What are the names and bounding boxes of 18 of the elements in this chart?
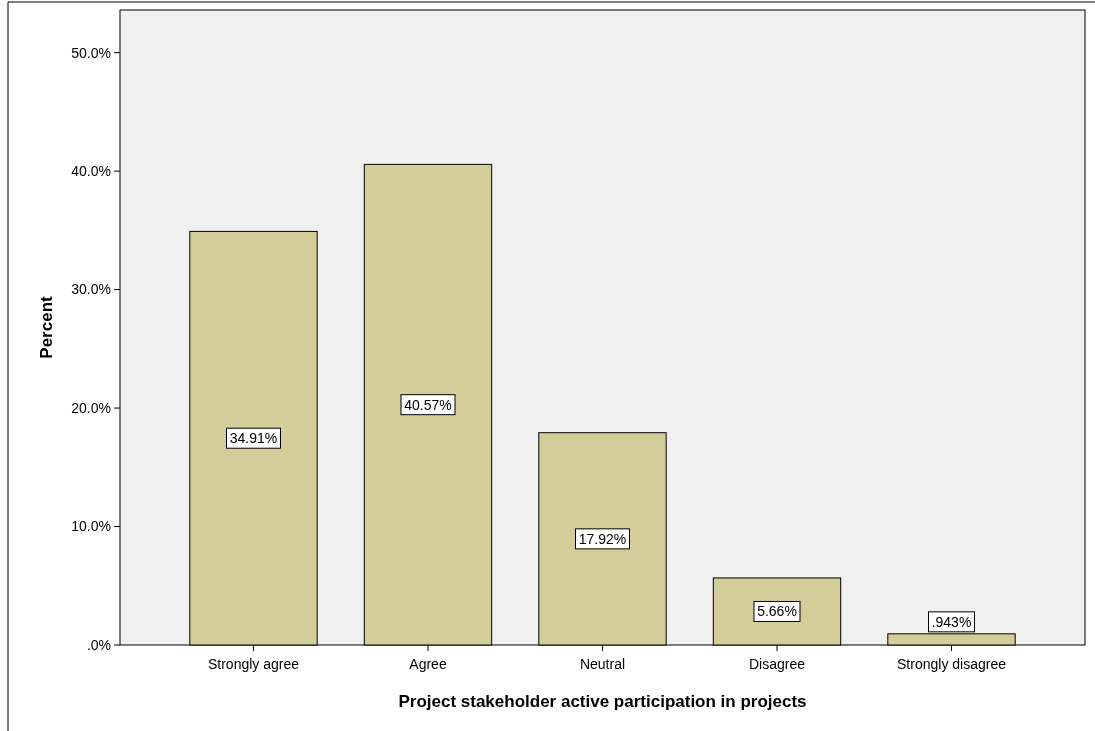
data-label: 34.91%: [229, 430, 278, 447]
data-label: .943%: [931, 613, 972, 630]
y-tick-label: .0%: [86, 636, 111, 653]
data-label: 40.57%: [404, 396, 452, 413]
x-tick-label: Strongly disagree: [897, 656, 1007, 672]
y-tick-label: 50.0%: [71, 44, 111, 61]
x-tick-label: Strongly agree: [207, 656, 300, 672]
x-tick-label: Agree: [409, 656, 447, 672]
x-tick-label: Neutral: [579, 656, 626, 672]
data-label: 5.66%: [757, 603, 797, 620]
x-axis-title: Project stakeholder active participation in projects: [398, 692, 807, 711]
x-tick-label: Disagree: [748, 656, 806, 672]
y-tick-label: 40.0%: [71, 163, 111, 180]
y-tick-label: 10.0%: [71, 518, 111, 535]
y-tick-label: 30.0%: [71, 281, 111, 298]
data-label: 17.92%: [578, 530, 627, 547]
y-axis-title: Percent: [37, 295, 56, 359]
y-tick-label: 20.0%: [71, 399, 111, 416]
